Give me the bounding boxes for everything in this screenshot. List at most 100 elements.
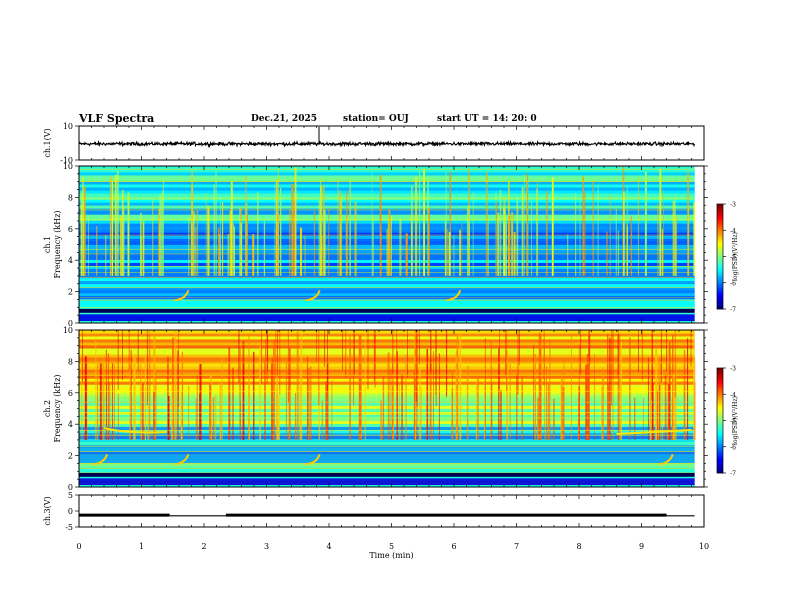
- colorbar-swatch: [717, 466, 723, 469]
- sferic-streak: [207, 205, 210, 276]
- sferic-streak: [144, 354, 147, 440]
- sferic-streak: [140, 371, 142, 440]
- spectrogram-band: [79, 393, 695, 397]
- colorbar-tick-label: -7: [730, 307, 736, 314]
- spectrogram-band: [79, 405, 695, 409]
- sferic-streak: [109, 176, 112, 276]
- sferic-streak: [390, 368, 392, 440]
- sferic-streak: [331, 380, 333, 440]
- colorbar-swatch: [717, 439, 723, 442]
- sferic-streak: [304, 235, 306, 276]
- dark-band: [79, 472, 695, 477]
- hot-streak: [267, 330, 269, 371]
- sferic-streak: [248, 332, 250, 440]
- sferic-streak: [459, 334, 462, 440]
- hot-streak: [238, 330, 240, 384]
- colorbar-swatch: [717, 380, 723, 383]
- sferic-streak: [306, 356, 308, 440]
- sferic-streak: [199, 393, 201, 440]
- sferic-streak: [195, 226, 197, 276]
- spectrogram-band: [79, 169, 695, 173]
- hot-streak: [660, 330, 662, 383]
- colorbar-swatch: [717, 233, 723, 236]
- colorbar-tick-label: -3: [730, 366, 736, 373]
- colorbar-swatch: [717, 204, 723, 207]
- sferic-streak: [642, 397, 644, 440]
- colorbar-swatch: [717, 214, 723, 217]
- colorbar-swatch: [717, 275, 723, 278]
- sferic-streak: [84, 356, 87, 440]
- spectrogram-band: [79, 333, 695, 337]
- spectrogram-band: [79, 172, 695, 176]
- ch1-trace-group: [79, 126, 696, 149]
- sferic-streak: [419, 171, 421, 276]
- channel-label: ch.2: [43, 400, 52, 417]
- station-label: station= OUJ: [343, 114, 409, 124]
- y-axis-label: Frequency (kHz): [53, 374, 62, 442]
- channel-label: ch.1: [43, 236, 52, 253]
- spectrogram-band: [79, 381, 695, 385]
- hot-streak: [415, 330, 417, 404]
- sferic-streak: [109, 381, 111, 440]
- hot-streak: [353, 330, 355, 406]
- y-tick-label: 4: [68, 420, 73, 429]
- sferic-streak: [300, 227, 302, 276]
- spectrogram-band: [79, 360, 695, 364]
- sferic-streak: [602, 368, 604, 440]
- sferic-streak: [675, 214, 677, 276]
- colorbar-swatch: [717, 441, 723, 444]
- sferic-streak: [219, 233, 221, 276]
- hot-streak: [277, 330, 278, 378]
- sferic-streak: [177, 350, 179, 440]
- spectrogram-band: [79, 205, 695, 209]
- spectrogram-band: [79, 399, 695, 403]
- sferic-streak: [472, 191, 474, 276]
- hot-streak: [652, 330, 654, 385]
- sferic-streak: [122, 206, 125, 276]
- y-tick-label: 8: [68, 193, 73, 202]
- spectrogram-band: [79, 345, 695, 349]
- colorbar-swatch: [717, 420, 723, 423]
- sferic-streak: [419, 366, 421, 440]
- sferic-streak: [446, 229, 449, 276]
- sferic-streak: [396, 351, 398, 440]
- sferic-streak: [545, 190, 548, 276]
- sferic-streak: [158, 208, 160, 276]
- sferic-streak: [277, 395, 280, 440]
- spectrogram-band: [79, 480, 695, 485]
- x-tick-label: 8: [576, 542, 581, 551]
- hot-streak: [666, 330, 667, 371]
- sferic-streak: [83, 186, 86, 276]
- colorbar-swatch: [717, 378, 723, 381]
- sferic-streak: [271, 358, 274, 440]
- hot-streak: [261, 330, 262, 384]
- spectrogram-band: [79, 286, 695, 291]
- sferic-streak: [252, 234, 255, 276]
- colorbar-swatch: [717, 415, 723, 418]
- spectrogram-band: [79, 351, 695, 355]
- colorbar-swatch: [717, 417, 723, 420]
- sferic-streak: [152, 198, 154, 276]
- sferic-streak: [451, 388, 454, 440]
- sferic-streak: [392, 362, 394, 440]
- sferic-streak: [423, 168, 425, 276]
- sferic-streak: [349, 178, 351, 276]
- sferic-streak: [155, 373, 157, 440]
- hot-streak: [690, 330, 692, 367]
- sferic-streak: [545, 370, 547, 440]
- sferic-streak: [220, 196, 221, 276]
- sferic-streak: [102, 358, 105, 440]
- sferic-streak: [232, 367, 234, 440]
- spectrogram-band: [79, 387, 695, 391]
- dark-band: [79, 308, 695, 313]
- sferic-streak: [82, 177, 84, 276]
- sferic-streak: [88, 216, 89, 276]
- colorbar-swatch: [717, 270, 723, 273]
- sferic-streak: [601, 386, 603, 440]
- whistler-trace: [658, 453, 674, 466]
- sferic-streak: [466, 205, 469, 276]
- hot-streak: [82, 330, 83, 383]
- sferic-streak: [445, 172, 447, 276]
- hot-streak: [617, 330, 619, 376]
- sferic-streak: [413, 369, 415, 440]
